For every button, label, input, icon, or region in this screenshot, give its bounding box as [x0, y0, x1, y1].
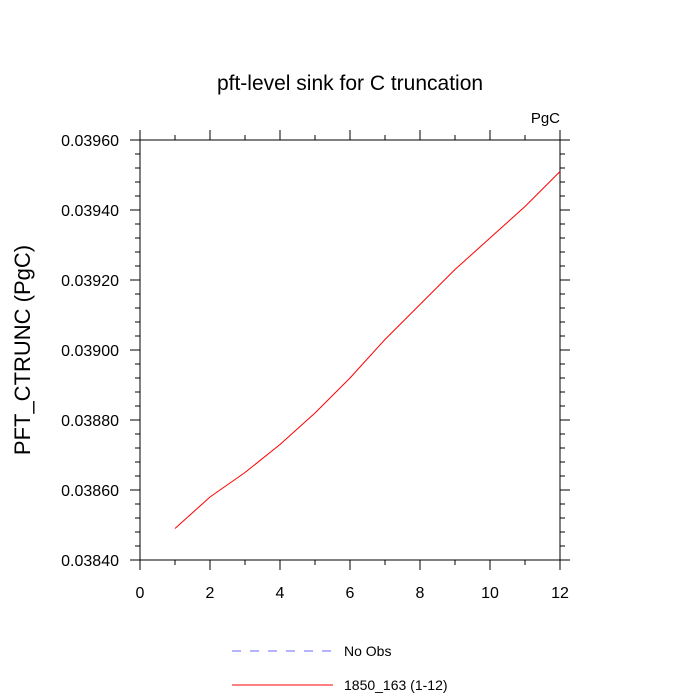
y-tick-label: 0.03940: [61, 203, 119, 220]
x-tick-label: 8: [416, 585, 425, 602]
x-tick-label: 0: [136, 585, 145, 602]
legend: No Obs 1850_163 (1-12): [232, 643, 448, 693]
series-line: [174, 171, 561, 529]
legend-label: 1850_163 (1-12): [344, 677, 448, 693]
plot-frame: [139, 139, 561, 561]
x-tick-label: 6: [346, 585, 355, 602]
y-tick-label: 0.03860: [61, 483, 119, 500]
x-tick-label: 12: [551, 585, 569, 602]
legend-label: No Obs: [344, 643, 391, 659]
y-tick-label: 0.03840: [61, 553, 119, 570]
chart-title: pft-level sink for C truncation: [217, 72, 483, 95]
units-label: PgC: [531, 110, 560, 127]
x-tick-label: 4: [276, 585, 285, 602]
y-tick-label: 0.03900: [61, 343, 119, 360]
y-tick-label: 0.03960: [61, 133, 119, 150]
x-tick-label: 2: [206, 585, 215, 602]
y-tick-label: 0.03880: [61, 413, 119, 430]
y-axis-label: PFT_CTRUNC (PgC): [10, 245, 35, 455]
series-lines: [174, 171, 561, 529]
y-tick-label: 0.03920: [61, 273, 119, 290]
x-tick-label: 10: [481, 585, 499, 602]
axis-ticks: [130, 130, 570, 570]
tick-labels: 0 2 4 6 8 10 12 0.03840 0.03860 0.03880 0.03900 0.0…: [61, 133, 569, 602]
